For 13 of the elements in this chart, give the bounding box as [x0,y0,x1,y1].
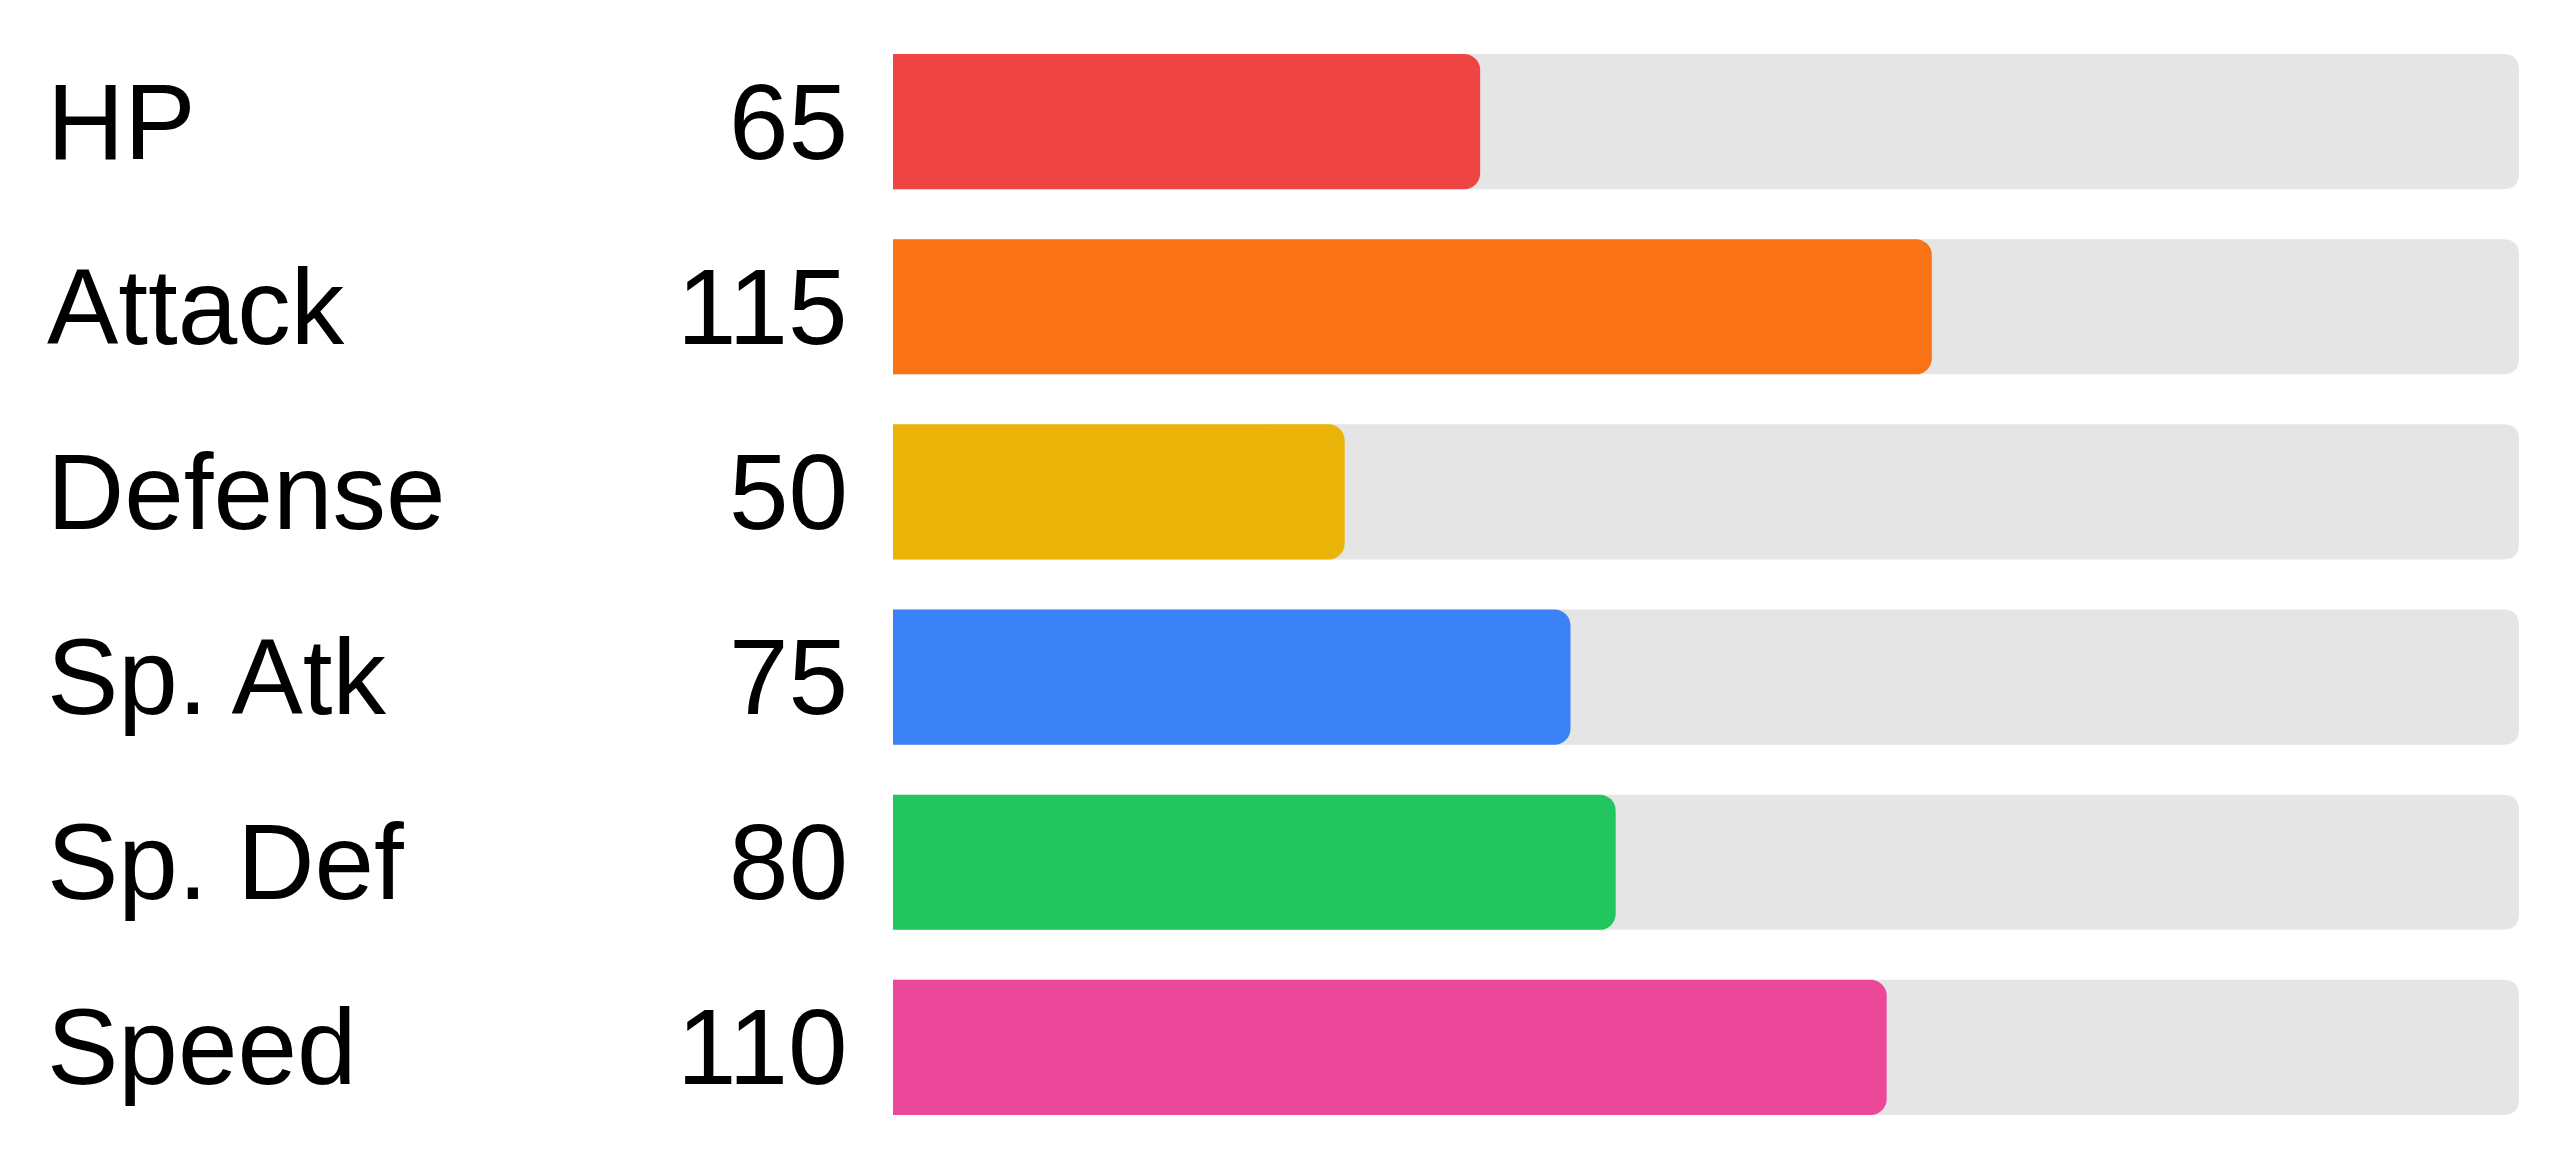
data-label: 115 [677,247,848,367]
y-tick-label: Speed [47,987,357,1107]
data-label: 65 [729,62,849,182]
y-tick-label: Sp. Def [47,802,405,922]
data-label: 75 [729,617,849,737]
y-tick-label: Defense [47,432,446,552]
data-label: 110 [677,987,848,1107]
y-tick-label: Sp. Atk [47,617,387,737]
bar [893,424,1345,560]
y-tick-label: Attack [47,247,345,367]
data-label: 80 [729,802,849,922]
y-tick-label: HP [47,62,196,182]
data-label: 50 [729,432,849,552]
